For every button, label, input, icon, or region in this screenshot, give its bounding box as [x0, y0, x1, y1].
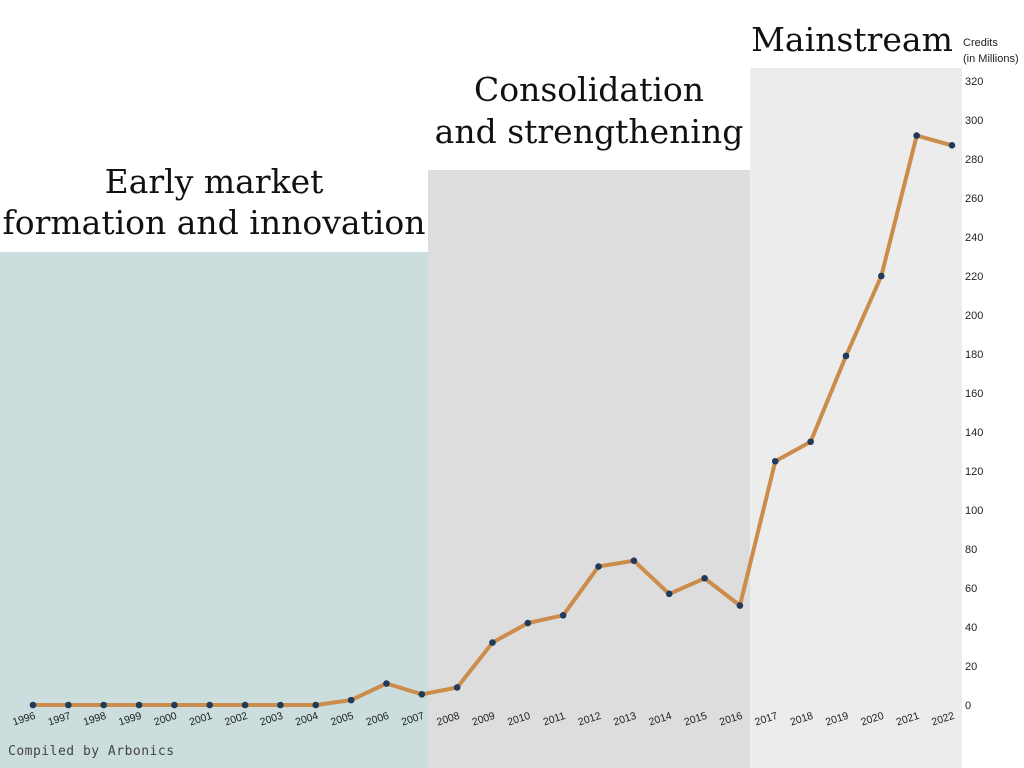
y-tick-label: 140 [965, 427, 983, 439]
data-point [100, 701, 107, 709]
y-tick-label: 320 [965, 76, 983, 88]
phase-bands [0, 68, 962, 768]
y-tick-label: 260 [965, 193, 983, 205]
phase-title-1-line-2: formation and innovation [3, 203, 426, 242]
data-point [771, 457, 779, 465]
data-point [701, 574, 708, 582]
y-axis: 0 20 40 60 80 100 120 140 160 180 200 220 240 260 280 3… [965, 76, 983, 712]
data-point [277, 701, 284, 709]
footer-credit: Compiled by Arbonics [8, 744, 175, 759]
data-point [171, 701, 178, 709]
y-tick-label: 100 [965, 505, 983, 517]
phase-title-3-line-1: Mainstream [751, 20, 953, 59]
data-point [913, 132, 920, 139]
data-point [241, 701, 249, 709]
data-point [948, 142, 956, 149]
data-point [206, 701, 214, 709]
y-tick-label: 220 [965, 271, 983, 283]
y-axis-label-line2: (in Millions) [963, 53, 1019, 65]
data-point [418, 690, 426, 698]
data-point [383, 680, 390, 687]
data-point [595, 563, 602, 570]
y-tick-label: 280 [965, 154, 983, 166]
data-point [347, 696, 355, 704]
data-point [65, 701, 72, 709]
y-tick-label: 300 [965, 115, 983, 127]
phase-band-1 [0, 252, 428, 768]
y-tick-label: 0 [965, 700, 971, 712]
y-tick-label: 180 [965, 349, 983, 361]
y-tick-label: 80 [965, 544, 977, 556]
phase-title-1-line-1: Early market [105, 162, 324, 201]
y-tick-label: 120 [965, 466, 983, 478]
data-point [878, 272, 885, 280]
y-tick-label: 60 [965, 583, 977, 595]
y-tick-label: 40 [965, 622, 977, 634]
y-tick-label: 240 [965, 232, 983, 244]
y-tick-label: 160 [965, 388, 983, 400]
y-axis-label-line1: Credits [963, 37, 998, 49]
data-point [453, 684, 461, 691]
phase-title-2-line-2: and strengthening [435, 112, 744, 151]
data-point [736, 602, 744, 609]
data-point [312, 701, 320, 709]
phase-band-3 [750, 68, 962, 768]
phase-title-2-line-1: Consolidation [474, 70, 704, 109]
series-credits [29, 132, 956, 709]
data-point [489, 639, 496, 646]
y-tick-label: 200 [965, 310, 983, 322]
data-point [630, 557, 638, 564]
data-point [665, 590, 673, 598]
data-point [135, 701, 143, 709]
data-point [807, 438, 814, 446]
phase-band-2 [428, 170, 750, 768]
data-point [29, 701, 37, 709]
data-point [524, 619, 532, 627]
data-point [842, 352, 850, 360]
data-point [559, 612, 567, 619]
y-tick-label: 20 [965, 661, 977, 673]
